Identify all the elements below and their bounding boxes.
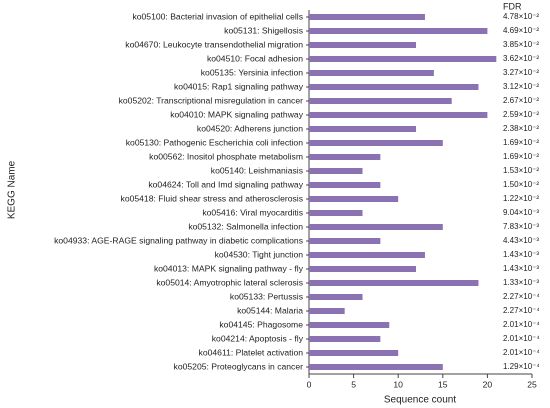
y-tick-label: ko05130: Pathogenic Escherichia coli inf… <box>126 137 303 147</box>
fdr-label: 9.04×10⁻³ <box>503 208 539 217</box>
bar <box>309 308 345 314</box>
fdr-label: 1.69×10⁻² <box>503 152 539 161</box>
y-tick-label: ko05144: Malaria <box>237 305 303 315</box>
bar <box>309 252 425 258</box>
fdr-label: 2.27×10⁻⁴ <box>503 292 540 301</box>
fdr-label: 1.53×10⁻² <box>503 166 539 175</box>
fdr-label: 4.78×10⁻² <box>503 12 539 21</box>
y-tick-label: ko00562: Inositol phosphate metabolism <box>149 151 303 161</box>
fdr-label: 2.38×10⁻² <box>503 124 539 133</box>
bar <box>309 98 452 104</box>
y-tick-label: ko04530: Tight junction <box>215 249 304 259</box>
bar <box>309 126 417 132</box>
fdr-label: 3.85×10⁻² <box>503 40 539 49</box>
fdr-label: 1.29×10⁻⁴ <box>503 362 540 371</box>
fdr-label: 1.50×10⁻² <box>503 180 539 189</box>
bar <box>309 84 479 90</box>
bar <box>309 224 443 230</box>
fdr-label: 1.33×10⁻³ <box>503 278 539 287</box>
bar <box>309 112 488 118</box>
bar <box>309 154 381 160</box>
fdr-label: 4.43×10⁻³ <box>503 236 539 245</box>
y-tick-label: ko05140: Leishmaniasis <box>211 165 303 175</box>
bar <box>309 182 381 188</box>
y-tick-label: ko05418: Fluid shear stress and atherosc… <box>121 193 303 203</box>
x-axis-label: Sequence count <box>384 395 457 406</box>
bar <box>309 70 434 76</box>
fdr-label: 3.62×10⁻² <box>503 54 539 63</box>
fdr-label: 1.22×10⁻² <box>503 194 539 203</box>
bar <box>309 280 479 286</box>
y-tick-label: ko05131: Shigellosis <box>224 25 303 35</box>
y-tick-label: ko04670: Leukocyte transendothelial migr… <box>125 39 303 49</box>
bar <box>309 42 417 48</box>
y-tick-label: ko05100: Bacterial invasion of epithelia… <box>132 11 303 21</box>
bar <box>309 28 488 34</box>
y-tick-label: ko04624: Toll and Imd signaling pathway <box>148 179 303 189</box>
y-tick-label: ko04520: Adherens junction <box>197 123 303 133</box>
y-tick-label: ko04013: MAPK signaling pathway - fly <box>154 263 304 273</box>
bar <box>309 140 443 146</box>
fdr-label: 3.27×10⁻² <box>503 68 539 77</box>
x-tick-label: 0 <box>307 379 312 389</box>
y-axis-label: KEGG Name <box>7 160 18 219</box>
bar <box>309 210 363 216</box>
fdr-label: 2.01×10⁻⁴ <box>503 320 540 329</box>
x-tick-label: 10 <box>393 379 403 389</box>
y-tick-label: ko05205: Proteoglycans in cancer <box>174 361 304 371</box>
bar <box>309 266 417 272</box>
fdr-label: 1.69×10⁻² <box>503 138 539 147</box>
x-tick-label: 15 <box>438 379 448 389</box>
y-tick-label: ko05202: Transcriptional misregulation i… <box>119 95 304 105</box>
bar <box>309 238 381 244</box>
bar <box>309 56 497 62</box>
fdr-label: 2.27×10⁻⁴ <box>503 306 540 315</box>
fdr-label: 7.83×10⁻³ <box>503 222 539 231</box>
y-tick-label: ko04214: Apoptosis - fly <box>212 333 304 343</box>
y-tick-label: ko04010: MAPK signaling pathway <box>170 109 304 119</box>
bar <box>309 294 363 300</box>
y-tick-label: ko04933: AGE-RAGE signaling pathway in d… <box>54 235 303 245</box>
bar <box>309 168 363 174</box>
fdr-label: 2.59×10⁻² <box>503 110 539 119</box>
fdr-label: 3.12×10⁻² <box>503 82 539 91</box>
bar <box>309 196 399 202</box>
y-tick-label: ko05135: Yersinia infection <box>201 67 303 77</box>
fdr-label: 1.43×10⁻³ <box>503 264 539 273</box>
y-tick-label: ko04145: Phagosome <box>219 319 303 329</box>
bar <box>309 336 381 342</box>
y-tick-label: ko04611: Platelet activation <box>199 347 304 357</box>
fdr-label: 4.69×10⁻² <box>503 26 539 35</box>
x-tick-label: 5 <box>351 379 356 389</box>
y-tick-label: ko05416: Viral myocarditis <box>202 207 303 217</box>
fdr-label: 1.43×10⁻³ <box>503 250 539 259</box>
y-tick-label: ko05132: Salmonella infection <box>188 221 303 231</box>
y-tick-label: ko04510: Focal adhesion <box>207 53 303 63</box>
bar <box>309 364 443 370</box>
y-tick-label: ko05133: Pertussis <box>230 291 303 301</box>
fdr-header: FDR <box>503 1 522 11</box>
fdr-label: 2.01×10⁻⁴ <box>503 348 540 357</box>
bar <box>309 14 425 20</box>
fdr-label: 2.67×10⁻² <box>503 96 539 105</box>
y-tick-label: ko04015: Rap1 signaling pathway <box>174 81 304 91</box>
x-tick-label: 20 <box>483 379 493 389</box>
y-tick-label: ko05014: Amyotrophic lateral sclerosis <box>156 277 303 287</box>
bar <box>309 350 399 356</box>
x-tick-label: 25 <box>527 379 537 389</box>
fdr-label: 2.01×10⁻⁴ <box>503 334 540 343</box>
bar <box>309 322 390 328</box>
